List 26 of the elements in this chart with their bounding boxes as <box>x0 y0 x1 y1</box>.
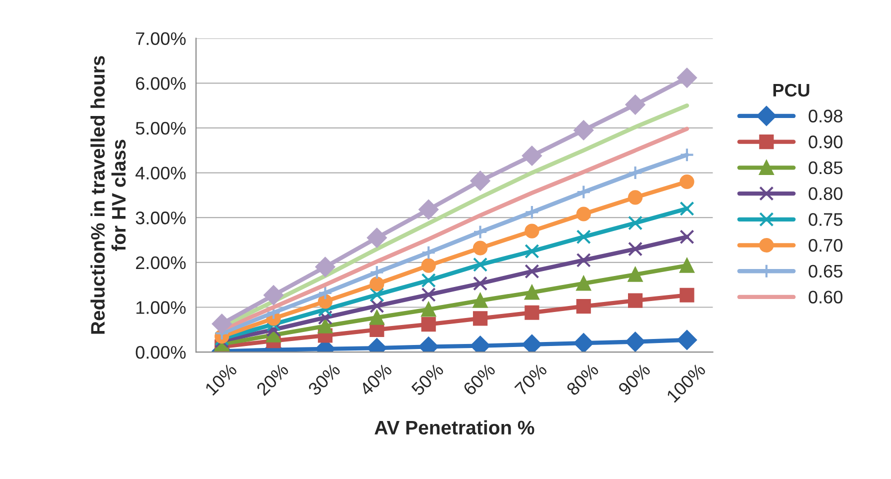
x-tick-label: 40% <box>358 362 393 396</box>
x-tick-label: 30% <box>307 362 341 396</box>
legend-label: 0.65 <box>808 264 842 278</box>
x-tick-label: 60% <box>462 362 496 396</box>
x-tick-label: 80% <box>566 362 600 396</box>
legend-title: PCU <box>773 84 810 97</box>
y-tick-label: 0.00% <box>136 346 186 359</box>
y-tick-label: 6.00% <box>136 77 186 90</box>
x-tick-label: 70% <box>514 362 548 396</box>
y-tick-label: 3.00% <box>136 212 186 224</box>
legend-label: 0.80 <box>808 187 842 200</box>
legend-label: 0.90 <box>808 136 842 148</box>
legend-label: 0.98 <box>808 110 842 122</box>
x-tick-label: 90% <box>617 362 652 396</box>
y-tick-label: 2.00% <box>136 256 186 270</box>
y-tick-label: 1.00% <box>136 301 186 314</box>
x-tick-label: 50% <box>410 362 444 396</box>
x-axis-title: AV Penetration % <box>374 420 534 435</box>
y-tick-label: 5.00% <box>136 122 186 135</box>
legend-label: 0.70 <box>808 238 842 252</box>
legend-label: 0.85 <box>808 161 842 174</box>
y-tick-label: 4.00% <box>136 166 186 180</box>
y-tick-label: 7.00% <box>136 32 186 46</box>
legend-label: 0.75 <box>808 213 842 226</box>
legend-label: 0.60 <box>808 290 842 304</box>
y-axis-title: Reduction% in travelled hours for HV class <box>90 56 126 334</box>
